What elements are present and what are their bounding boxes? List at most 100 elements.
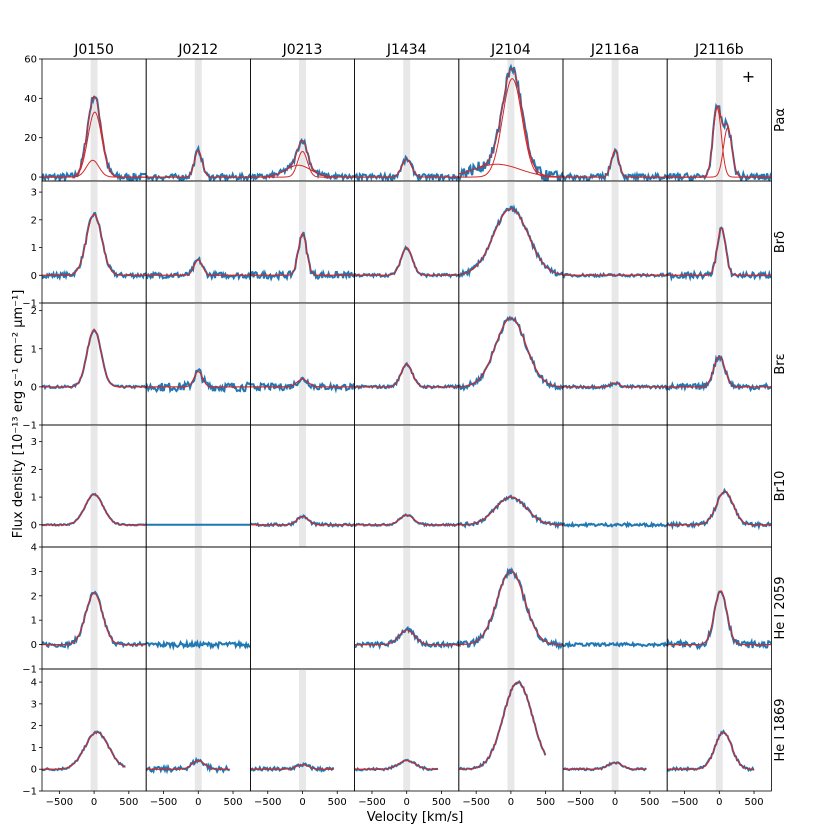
y-tick-label: 0 xyxy=(31,640,37,651)
y-tick-label: 1 xyxy=(31,493,37,504)
column-title: J2104 xyxy=(490,42,531,58)
model-fit-line xyxy=(354,629,459,646)
rest-velocity-band xyxy=(715,669,723,791)
rest-velocity-band xyxy=(194,547,202,669)
x-tick-label: 0 xyxy=(195,797,201,808)
panel: −500 0 500 −1 0 1 2 3 4 xyxy=(22,668,147,808)
model-fit-line xyxy=(250,516,355,526)
rest-velocity-band xyxy=(507,181,515,303)
row-label: He I 1869 xyxy=(773,699,788,762)
panel xyxy=(458,302,564,426)
observed-spectrum-line xyxy=(250,376,355,394)
panel-lines xyxy=(667,729,755,773)
rest-velocity-band xyxy=(507,425,515,547)
x-tick-label: −500 xyxy=(358,797,385,808)
y-tick-label: 1 xyxy=(31,743,37,754)
panel-lines xyxy=(146,144,251,181)
panel xyxy=(562,424,668,548)
y-tick-label: 40 xyxy=(24,94,37,105)
panel: −500 0 500 xyxy=(562,668,668,808)
panel xyxy=(145,58,251,182)
rest-velocity-band xyxy=(299,303,306,425)
rest-velocity-band xyxy=(507,547,515,669)
x-tick-label: −500 xyxy=(150,797,177,808)
rest-velocity-band xyxy=(715,303,723,425)
panel xyxy=(354,546,460,670)
model-fit-line xyxy=(146,760,230,770)
panel-lines xyxy=(354,625,459,650)
panel-lines xyxy=(563,147,668,181)
x-tick-label: −500 xyxy=(462,797,489,808)
rest-velocity-band xyxy=(194,181,202,303)
panel xyxy=(249,180,355,304)
panel-lines xyxy=(42,95,147,181)
y-tick-label: 0 xyxy=(31,173,37,184)
rest-velocity-band xyxy=(90,425,98,547)
model-fit-line xyxy=(250,764,334,770)
column-title: J2116b xyxy=(694,42,744,58)
column-title: J0212 xyxy=(177,42,218,58)
panel-lines xyxy=(458,566,563,651)
y-tick-label: 60 xyxy=(24,55,37,66)
rest-velocity-band xyxy=(611,547,619,669)
rest-velocity-band xyxy=(507,59,515,181)
model-fit-line xyxy=(42,731,126,770)
panel xyxy=(354,58,460,182)
observed-spectrum-line xyxy=(146,256,251,282)
model-fit-line xyxy=(354,363,459,388)
panel-lines xyxy=(563,380,668,391)
y-tick-label: 0 xyxy=(31,382,37,393)
panel xyxy=(458,546,564,670)
panel-frame xyxy=(249,546,355,670)
observed-spectrum-line xyxy=(458,203,563,278)
panel-lines xyxy=(42,492,147,527)
model-fit-line xyxy=(146,371,251,388)
y-tick-label: 0 xyxy=(31,271,37,282)
rest-velocity-band xyxy=(403,547,411,669)
rest-velocity-band xyxy=(403,59,411,181)
model-fit-line xyxy=(458,570,563,645)
x-tick-label: 500 xyxy=(536,797,555,808)
panel: −500 0 500 xyxy=(666,668,772,808)
model-fit-line xyxy=(42,329,146,388)
panel: 0 20 40 60 xyxy=(24,55,147,184)
panel: 0 1 2 3 xyxy=(31,424,147,548)
row-label: Brδ xyxy=(773,231,788,253)
y-tick-label: 2 xyxy=(31,721,37,732)
panel xyxy=(666,546,772,670)
row-labels: Paα Brδ Brε Br10 He I 2059 He I 1869 xyxy=(773,108,788,761)
rest-velocity-band xyxy=(299,425,306,547)
model-fit-line xyxy=(667,105,772,178)
model-fit-line xyxy=(354,760,438,770)
model-fit-line xyxy=(667,491,772,526)
observed-spectrum-line xyxy=(146,144,251,181)
model-fit-line xyxy=(42,592,146,646)
observed-spectrum-line xyxy=(250,762,335,773)
panel xyxy=(145,180,251,304)
rest-velocity-band xyxy=(90,547,98,669)
observed-spectrum-line xyxy=(458,679,547,771)
rest-velocity-band xyxy=(194,425,202,547)
y-tick-label: 2 xyxy=(31,306,37,317)
panel-lines xyxy=(146,756,231,775)
x-tick-label: 0 xyxy=(716,797,722,808)
panel-lines xyxy=(42,328,147,391)
model-fit-line xyxy=(42,213,146,276)
observed-spectrum-line xyxy=(563,520,668,529)
y-tick-label: 1 xyxy=(31,344,37,355)
panel xyxy=(458,180,564,304)
rest-velocity-band xyxy=(403,425,411,547)
model-fit-line xyxy=(354,247,459,276)
model-fit-line xyxy=(250,378,355,388)
panel xyxy=(666,58,772,182)
column-title: J1434 xyxy=(386,42,427,58)
y-tick-label: 3 xyxy=(31,437,37,448)
panel xyxy=(249,546,355,670)
model-fit-line xyxy=(563,762,647,770)
x-tick-label: −500 xyxy=(46,797,73,808)
observed-spectrum-line xyxy=(146,367,251,394)
panel: −500 0 500 xyxy=(458,668,564,808)
x-tick-label: 500 xyxy=(223,797,242,808)
